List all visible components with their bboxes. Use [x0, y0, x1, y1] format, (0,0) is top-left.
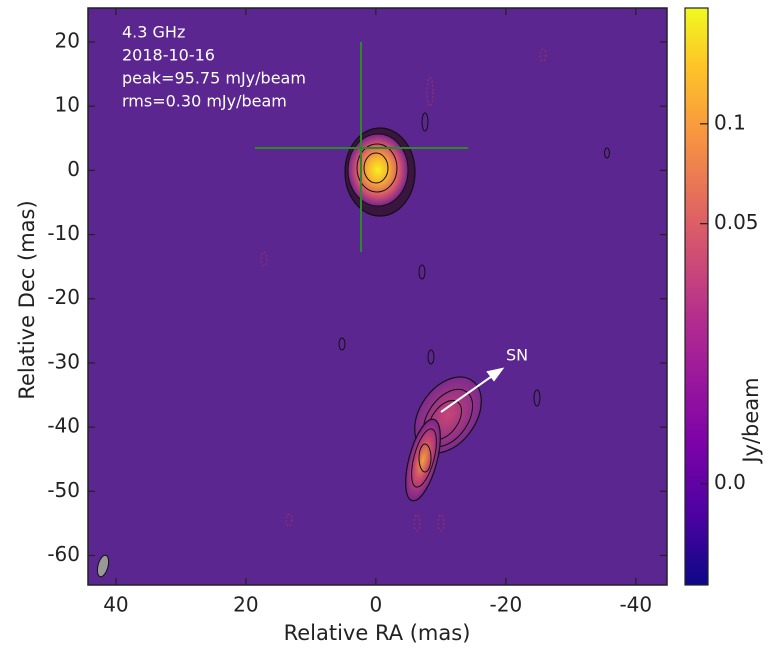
- annotation: peak=95.75 mJy/beam: [122, 69, 306, 88]
- colorbar-tick-label: 0.05: [714, 210, 759, 234]
- colorbar-tick-label: 0.1: [714, 110, 746, 134]
- emission: [96, 48, 610, 578]
- y-tick-label: -50: [47, 478, 80, 502]
- y-axis-label: Relative Dec (mas): [15, 200, 39, 399]
- annotation: rms=0.30 mJy/beam: [122, 92, 287, 111]
- plot-frame: [87, 7, 668, 586]
- y-tick-label: 10: [55, 93, 80, 117]
- arrow: [440, 367, 505, 413]
- x-tick-label: -40: [619, 593, 652, 617]
- x-tick-label: 20: [233, 593, 258, 617]
- colorbar-tick-label: 0.0: [714, 470, 746, 494]
- y-tick-label: -60: [47, 542, 80, 566]
- annotation: 4.3 GHz: [122, 23, 185, 42]
- x-tick-label: 0: [370, 593, 383, 617]
- feature-label: SN: [506, 346, 528, 365]
- colorbar: [684, 7, 709, 586]
- y-tick-label: 20: [55, 29, 80, 53]
- y-tick-label: -40: [47, 414, 80, 438]
- y-tick-label: -10: [47, 221, 80, 245]
- x-tick-label: 40: [103, 593, 128, 617]
- image-background: [88, 8, 667, 585]
- x-tick-label: -20: [490, 593, 523, 617]
- annotation: 2018-10-16: [122, 46, 215, 65]
- x-axis-label: Relative RA (mas): [284, 621, 471, 645]
- y-tick-label: -30: [47, 349, 80, 373]
- y-tick-label: 0: [67, 157, 80, 181]
- y-tick-label: -20: [47, 285, 80, 309]
- colorbar-label: Jy/beam: [739, 377, 763, 464]
- cross: [255, 42, 468, 252]
